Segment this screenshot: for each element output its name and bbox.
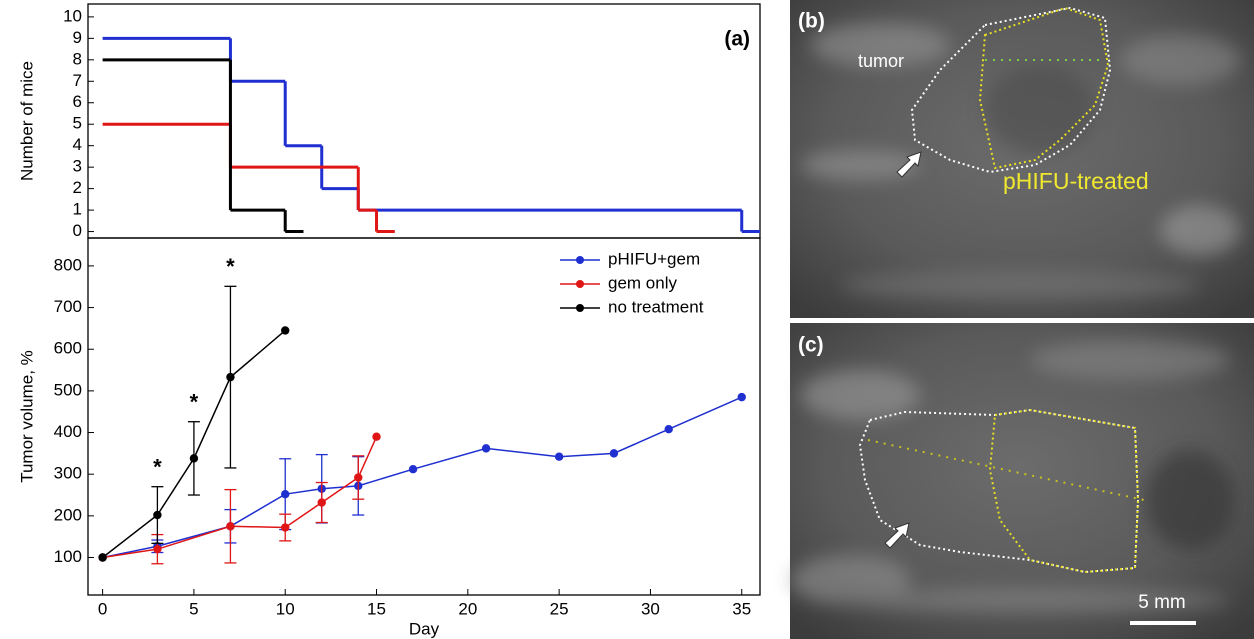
data-point [317,498,326,507]
annotation: pHIFU-treated [1003,168,1149,194]
panel-label: (a) [724,28,750,51]
data-point [281,326,290,335]
y-tick-label: 200 [54,505,82,524]
y-tick-label: 10 [63,6,82,25]
x-tick-label: 25 [550,599,569,618]
y-axis-label: Tumor volume, % [17,350,36,483]
data-point [153,510,162,520]
x-tick-label: 15 [367,599,386,618]
legend-marker [576,256,584,264]
data-point [226,522,235,531]
y-tick-label: 9 [73,28,82,47]
x-tick-label: 10 [276,599,295,618]
y-axis-label: Number of mice [17,61,36,181]
y-tick-label: 100 [54,547,82,566]
x-tick-label: 5 [189,599,198,618]
y-tick-label: 0 [73,221,82,240]
legend-marker [576,280,584,288]
significance-mark: * [226,254,235,279]
panel-label: (b) [798,10,825,33]
arrow-icon [896,151,922,178]
data-point [354,473,363,482]
data-point [481,444,491,453]
data-point [609,449,619,458]
significance-mark: * [153,455,162,480]
y-tick-label: 7 [73,71,82,90]
panel-label: (c) [798,334,824,357]
data-point [372,432,381,441]
legend-label: no treatment [608,297,704,316]
y-tick-label: 800 [54,255,82,274]
data-point [737,392,746,402]
y-tick-label: 600 [54,339,82,358]
data-point [153,544,162,554]
data-point [664,425,673,434]
tumor-outline [910,6,1112,174]
y-tick-label: 8 [73,49,82,68]
speckle [800,23,1240,299]
y-tick-label: 6 [73,92,82,111]
data-point [226,372,235,382]
tumor-outline [858,408,1140,574]
data-point [281,523,290,532]
y-tick-label: 400 [54,422,82,441]
y-tick-label: 1 [73,200,82,219]
y-tick-label: 700 [54,297,82,316]
x-tick-label: 20 [458,599,477,618]
y-tick-label: 5 [73,114,82,133]
data-point [554,452,564,461]
x-axis-label: Day [409,619,440,638]
significance-mark: * [190,390,199,415]
data-point [281,489,290,499]
ultrasound-panel: (c) 5 mm [790,323,1254,639]
legend-label: gem only [608,273,677,292]
y-tick-label: 2 [73,178,82,197]
treated-outline [978,6,1110,170]
speckle [790,340,1235,612]
y-tick-label: 300 [54,464,82,483]
series-line [102,436,378,559]
x-tick-label: 30 [641,599,660,618]
plot-frame [87,237,761,596]
legend-marker [576,304,584,312]
arrow-icon [884,522,910,549]
data-point [189,454,199,463]
legend-label: pHIFU+gem [608,249,700,268]
ultrasound-panel: (b) tumor pHIFU-treated [790,0,1254,318]
scale-bar-label: 5 mm [1138,592,1186,613]
x-tick-label: 0 [98,599,107,618]
data-point [408,464,418,474]
data-point [98,553,107,562]
y-tick-label: 4 [73,135,82,154]
annotation: tumor [858,51,904,71]
y-tick-label: 500 [54,380,82,399]
y-tick-label: 3 [73,157,82,176]
x-tick-label: 35 [732,599,751,618]
